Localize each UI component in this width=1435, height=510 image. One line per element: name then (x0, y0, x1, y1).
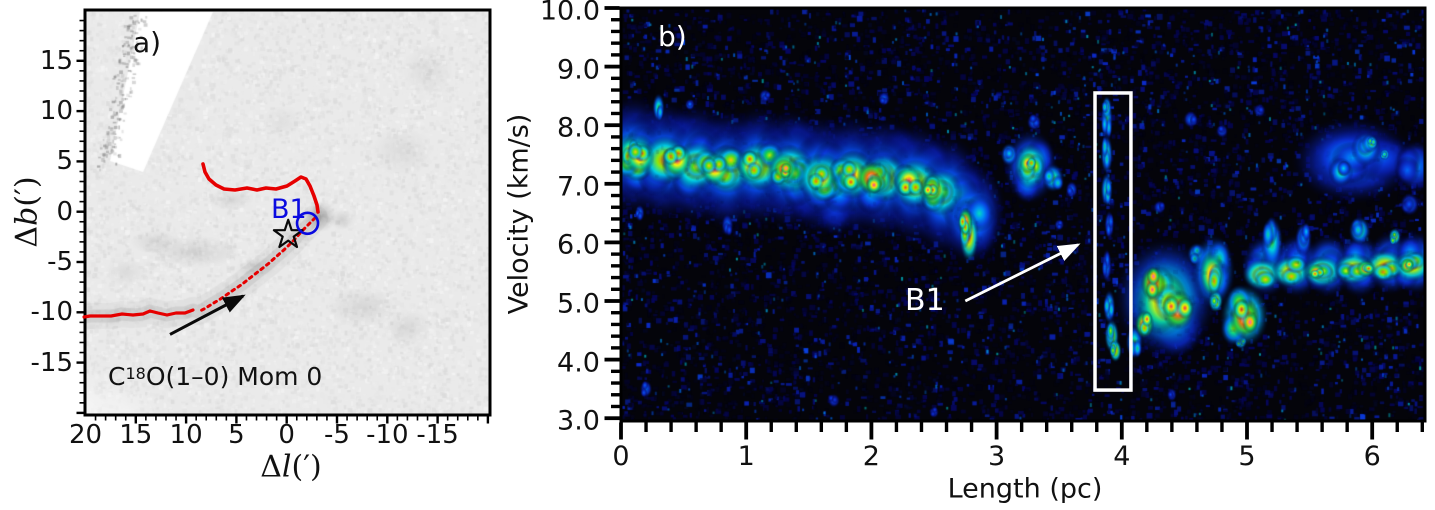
annotation-element: C (108, 362, 126, 391)
panel-a-xtick--5: -5 (324, 420, 350, 450)
panel-a-xtick-15: 15 (119, 420, 153, 450)
panel-a-annotation: C18O(1–0) Mom 0 (108, 362, 322, 391)
panel-b-pv-diagram (621, 8, 1425, 421)
panel-a-x-axis-label: Δl(′) (260, 450, 322, 485)
panel-b-xtick-2: 2 (862, 441, 880, 472)
annotation-rest: O(1–0) Mom 0 (145, 362, 323, 391)
panel-b-xtick-4: 4 (1113, 441, 1131, 472)
panel-b-ytick-4.0: 4.0 (557, 347, 600, 379)
panel-b-x-axis-label: Length (pc) (947, 473, 1103, 505)
panel-a-ytick--5: -5 (47, 247, 73, 277)
panel-a-b1-label: B1 (271, 194, 307, 225)
panel-a-ytick-10: 10 (39, 96, 73, 127)
panel-b-xtick-1: 1 (737, 441, 755, 472)
panel-b-letter: b) (658, 20, 687, 53)
panel-b-y-axis-label: Velocity (km/s) (503, 113, 535, 315)
panel-b-xtick-5: 5 (1238, 441, 1256, 472)
panel-b-ytick-9.0: 9.0 (557, 54, 600, 86)
panel-a-ytick-0: 0 (56, 196, 73, 227)
panel-a-ytick-15: 15 (39, 45, 73, 76)
panel-a-xtick-0: 0 (278, 420, 295, 450)
panel-b-ytick-5.0: 5.0 (557, 288, 600, 320)
ylabel-a-units: (′) (9, 176, 45, 207)
panel-b-b1-label: B1 (905, 283, 945, 318)
panel-a-ytick--15: -15 (30, 347, 73, 378)
panel-a-xtick-10: 10 (169, 420, 203, 450)
panel-b-xtick-6: 6 (1363, 441, 1381, 472)
panel-b-xtick-3: 3 (988, 441, 1006, 472)
panel-a-ytick--10: -10 (30, 297, 73, 328)
panel-a-letter: a) (133, 26, 162, 59)
panel-b-ytick-3.0: 3.0 (557, 405, 600, 437)
ylabel-a-delta: Δ (9, 225, 45, 248)
panel-a-ytick-5: 5 (56, 146, 73, 177)
panel-b-ytick-6.0: 6.0 (557, 229, 600, 261)
xlabel-a-letter: l (281, 449, 292, 485)
xlabel-a-units: (′) (291, 449, 322, 485)
panel-b-ytick-10.0: 10.0 (539, 0, 600, 27)
ylabel-a-letter: b (9, 206, 45, 226)
panel-a-xtick--10: -10 (366, 420, 409, 450)
panel-a-xtick-20: 20 (68, 420, 103, 450)
panel-b-xtick-0: 0 (612, 441, 630, 472)
xlabel-a-delta: Δ (260, 449, 282, 485)
panel-b-ytick-8.0: 8.0 (557, 112, 600, 144)
panel-a-y-axis-label: Δb(′) (10, 176, 45, 247)
panel-b-ytick-7.0: 7.0 (557, 171, 600, 203)
panel-a-xtick--15: -15 (416, 420, 459, 450)
panel-a-xtick-5: 5 (228, 420, 245, 450)
annotation-isotope: 18 (125, 364, 146, 383)
